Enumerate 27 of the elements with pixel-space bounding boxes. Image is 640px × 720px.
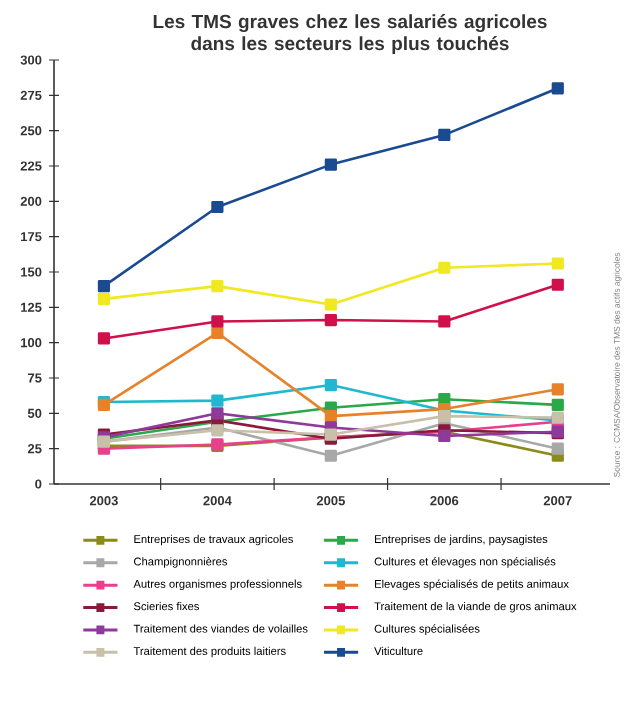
point xyxy=(438,261,451,274)
point xyxy=(97,280,111,293)
point xyxy=(551,383,564,396)
point xyxy=(211,326,224,339)
point xyxy=(438,128,451,142)
point xyxy=(551,82,564,95)
point xyxy=(438,410,451,423)
point xyxy=(211,280,224,293)
point xyxy=(324,158,337,171)
point xyxy=(551,257,564,270)
chart-title: Les TMS graves chez les salariés agricoles dans les secteurs les plus touchés xyxy=(153,14,547,54)
point xyxy=(324,378,337,392)
point xyxy=(551,398,564,411)
point xyxy=(324,410,337,423)
point xyxy=(324,449,337,462)
point xyxy=(438,429,451,443)
point xyxy=(211,315,224,328)
point xyxy=(324,298,337,311)
point xyxy=(551,278,564,291)
point xyxy=(211,200,224,214)
point xyxy=(211,394,224,407)
point xyxy=(551,442,564,455)
point xyxy=(324,313,337,327)
point xyxy=(211,407,224,420)
point xyxy=(438,315,451,328)
point xyxy=(97,292,111,305)
point xyxy=(97,332,111,345)
